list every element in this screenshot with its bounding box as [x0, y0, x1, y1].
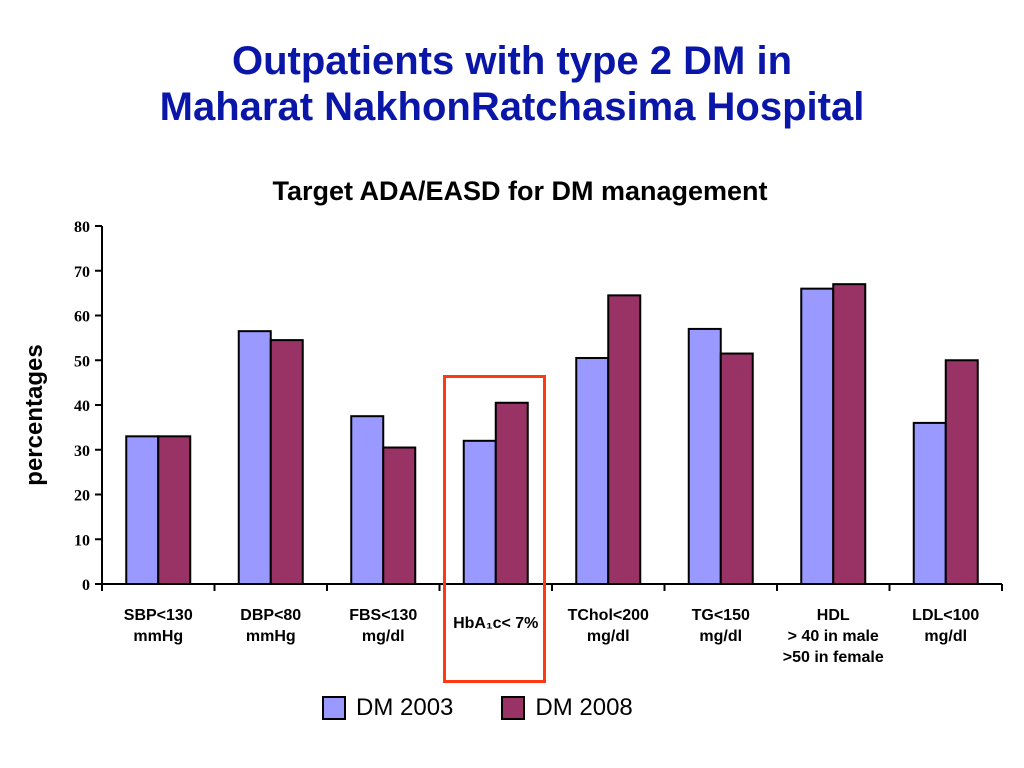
- bars-group: [125, 283, 979, 586]
- x-category-label: >50 in female: [783, 649, 884, 666]
- x-category-label: mmHg: [246, 628, 296, 645]
- slide-title-line-1: Outpatients with type 2 DM in: [231, 39, 793, 83]
- bar-dm-2008-0: [157, 435, 192, 586]
- y-tick-label: 80: [74, 219, 90, 236]
- bar-dm-2008-2: [382, 446, 417, 586]
- x-category-label: LDL<100: [912, 607, 979, 624]
- legend-item-dm-2003: DM 2003: [322, 694, 453, 722]
- y-tick-label: 40: [74, 398, 90, 415]
- y-tick-label: 60: [74, 309, 90, 326]
- bar-dm-2003-7: [912, 421, 947, 585]
- y-tick-label: 0: [82, 577, 90, 594]
- bar-dm-2003-4: [575, 357, 610, 586]
- bar-dm-2003-6: [800, 287, 835, 585]
- x-category-label: SBP<130: [124, 607, 193, 624]
- bar-dm-2008-3: [494, 401, 529, 586]
- x-category-label: mg/dl: [924, 628, 967, 645]
- y-tick-label: 70: [74, 264, 90, 281]
- bar-dm-2003-1: [237, 330, 272, 585]
- bar-dm-2003-5: [687, 327, 722, 585]
- x-category-label: HbA₁c< 7%: [453, 615, 538, 632]
- x-category-label: > 40 in male: [788, 628, 879, 645]
- x-category-label: HDL: [817, 607, 850, 624]
- x-category-label: mg/dl: [587, 628, 630, 645]
- legend-swatch-dm-2008: [501, 696, 526, 720]
- y-axis-label: percentages: [21, 344, 48, 485]
- legend-label-dm-2008: DM 2008: [535, 694, 633, 721]
- bar-dm-2003-2: [350, 415, 385, 585]
- legend: DM 2003 DM 2008: [322, 690, 681, 726]
- x-category-label: TChol<200: [568, 607, 649, 624]
- x-category-label: DBP<80: [240, 607, 301, 624]
- x-category-label: mg/dl: [699, 628, 742, 645]
- chart-title: Target ADA/EASD for DM management: [272, 176, 767, 206]
- x-category-label: mg/dl: [362, 628, 405, 645]
- x-category-label: mmHg: [133, 628, 183, 645]
- x-category-label: FBS<130: [349, 607, 417, 624]
- legend-item-dm-2008: DM 2008: [501, 694, 633, 722]
- bar-dm-2008-6: [832, 283, 867, 585]
- y-tick-label: 50: [74, 353, 90, 370]
- axes-group: 0 10 20 30 40 50 60 70 80: [74, 219, 1003, 594]
- x-category-label: TG<150: [692, 607, 750, 624]
- legend-swatch-dm-2003: [322, 696, 346, 720]
- bar-dm-2003-3: [462, 439, 497, 585]
- y-tick-label: 30: [74, 443, 90, 460]
- y-tick-label: 20: [74, 488, 90, 505]
- slide-title: Outpatients with type 2 DM in Maharat Na…: [0, 38, 1024, 130]
- bar-dm-2003-0: [125, 435, 160, 586]
- y-tick-label: 10: [74, 532, 90, 549]
- category-labels-group: SBP<130 mmHg DBP<80 mmHg FBS<130 mg/dl HbA₁c< …: [124, 607, 980, 666]
- legend-label-dm-2003: DM 2003: [356, 694, 454, 721]
- bar-dm-2008-1: [269, 339, 304, 585]
- bar-dm-2008-4: [607, 294, 642, 585]
- bar-dm-2008-7: [944, 359, 979, 585]
- slide-title-line-2: Maharat NakhonRatchasima Hospital: [159, 85, 865, 129]
- bar-dm-2008-5: [719, 352, 754, 585]
